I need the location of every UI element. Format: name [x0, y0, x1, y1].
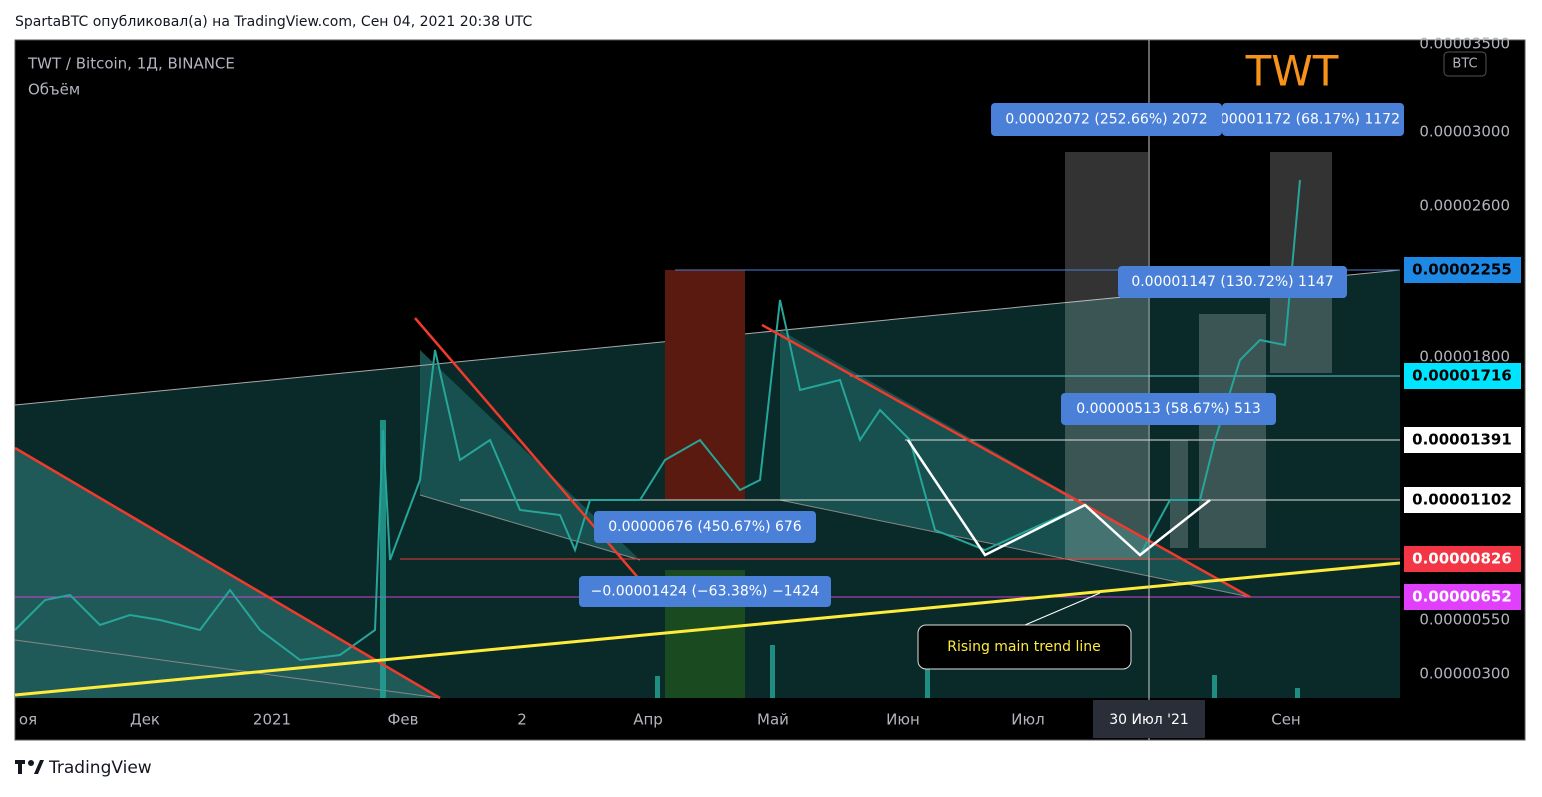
measure-box: [579, 576, 831, 607]
box: [1170, 440, 1188, 548]
price-tag-box: [1404, 257, 1521, 283]
price-tag: 0.00001391: [1412, 431, 1512, 449]
currency: BTC: [1452, 57, 1477, 72]
pattern: [906, 439, 1211, 557]
measure-box: [1222, 103, 1404, 136]
time-label: Июн: [886, 711, 920, 729]
zone-red: [665, 270, 745, 500]
channel-bottom: [14, 639, 441, 699]
time-label: Дек: [130, 711, 160, 729]
price-tags: 0.00002255 0.00001716 0.00001391 0.00001102…: [1404, 257, 1521, 610]
box: [1065, 152, 1148, 560]
time-label: Июл: [1011, 711, 1044, 729]
price-label: 0.00003500: [1419, 35, 1510, 53]
price-axis: 0.00003500 0.00003000 0.00002600 0.00001800…: [1419, 35, 1510, 683]
measure-box: [991, 103, 1222, 136]
price-label: 0.00000300: [1419, 665, 1510, 683]
measure-label: 0.00001147 (130.72%) 1147: [1131, 274, 1333, 290]
price-tag: 0.00001102: [1412, 491, 1512, 509]
price-tag: 0.00001716: [1412, 367, 1512, 385]
time-label: Апр: [633, 711, 663, 729]
price-tag: 0.00002255: [1412, 261, 1512, 279]
volume: [380, 420, 1300, 698]
logo: [15, 760, 44, 774]
measure-label: −0.00001424 (−63.38%) −1424: [591, 584, 820, 600]
callout-pointer: [1024, 592, 1101, 626]
time-label: Сен: [1271, 711, 1301, 729]
footer-brand: TradingView: [48, 758, 152, 778]
wedge-bottom: [419, 494, 641, 561]
time-axis: оя Дек 2021 Фев 2 Апр Май Июн Июл Сен: [19, 711, 1301, 729]
measure-box: [1118, 266, 1347, 298]
price-label: 0.00000550: [1419, 611, 1510, 629]
date-box: [1093, 700, 1205, 738]
price-tag-box: [1404, 584, 1521, 610]
measure-label: 0.00002072 (252.66%) 2072: [1005, 112, 1207, 128]
box: [1199, 314, 1266, 548]
price-label: 0.00002600: [1419, 197, 1510, 215]
time-label: Фев: [388, 711, 419, 729]
main-trend: [14, 561, 1401, 697]
watermark: TWT: [1245, 47, 1339, 96]
measure-box: [1061, 393, 1276, 425]
legend-volume: Объём: [28, 81, 80, 99]
measure-label: 0.00000676 (450.67%) 676: [608, 519, 802, 535]
time-label: оя: [19, 711, 37, 729]
price-tag-box: [1404, 546, 1521, 572]
callout-box: [917, 624, 1132, 670]
legend-symbol: TWT / Bitcoin, 1Д, BINANCE: [27, 55, 235, 73]
price-label: 0.00001800: [1419, 348, 1510, 366]
measure-label: 0.00001172 (68.17%) 1172: [1207, 112, 1400, 128]
price-label: 0.00003000: [1419, 123, 1510, 141]
price-tag: 0.00000826: [1412, 550, 1512, 568]
price-tag: 0.00000652: [1412, 588, 1512, 606]
callout: Rising main trend line: [947, 639, 1100, 655]
time-label: 2: [517, 711, 527, 729]
currency-box: [1443, 51, 1487, 77]
crosshair-date: 30 Июл '21: [1109, 712, 1189, 728]
box: [1270, 152, 1332, 373]
wedge-bottom: [779, 499, 1251, 598]
time-label: 2021: [253, 711, 291, 729]
measure-box: [594, 511, 816, 543]
header: SpartaBTC опубликовал(а) на TradingView.…: [15, 14, 532, 30]
price-tag-box: [1404, 363, 1521, 389]
time-label: Май: [757, 711, 789, 729]
measure-label: 0.00000513 (58.67%) 513: [1076, 401, 1261, 417]
price-tag-box: [1404, 427, 1521, 453]
wedge: [420, 350, 640, 560]
price-tag-box: [1404, 487, 1521, 513]
